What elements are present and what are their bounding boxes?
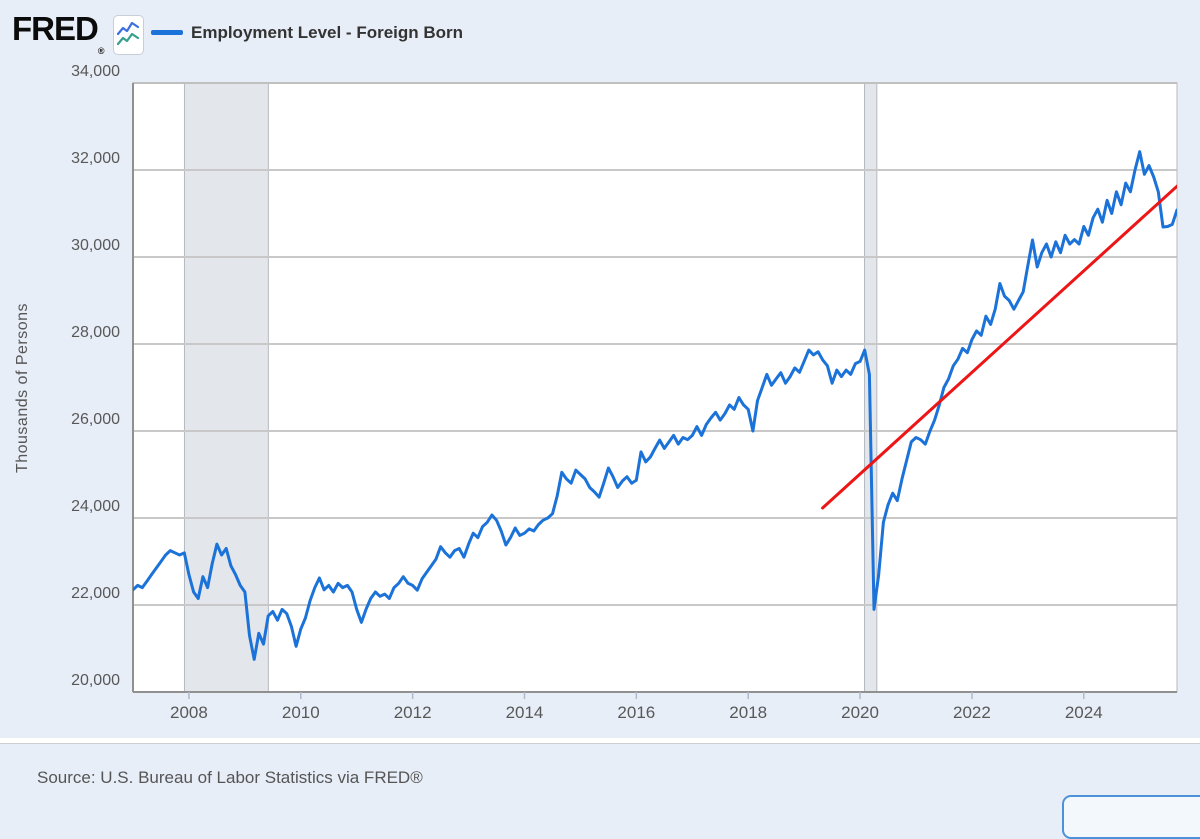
chart-header: FRED® Employment Level - Foreign Born — [0, 0, 1200, 62]
x-tick-label: 2010 — [281, 703, 320, 722]
registered-mark: ® — [97, 46, 105, 56]
y-tick-label: 24,000 — [71, 498, 120, 515]
y-tick-label: 32,000 — [71, 150, 120, 167]
x-tick-label: 2016 — [617, 703, 656, 722]
fred-logo[interactable]: FRED® — [12, 10, 104, 56]
recession-band — [184, 83, 269, 692]
x-tick-label: 2020 — [841, 703, 879, 722]
fred-logo-text: FRED — [12, 10, 99, 47]
x-tick-label: 2014 — [505, 703, 544, 722]
legend-label[interactable]: Employment Level - Foreign Born — [191, 23, 464, 42]
bottom-right-button[interactable] — [1062, 795, 1200, 839]
y-tick-label: 30,000 — [71, 237, 120, 254]
y-tick-label: 34,000 — [71, 63, 120, 80]
source-attribution: Source: U.S. Bureau of Labor Statistics … — [37, 768, 423, 787]
sparkline-icon — [117, 21, 140, 46]
y-tick-label: 28,000 — [71, 324, 120, 341]
x-tick-label: 2008 — [170, 703, 208, 722]
employment-series-line — [133, 150, 1177, 661]
footer-white-strip — [0, 738, 1200, 743]
x-tick-label: 2024 — [1064, 703, 1103, 722]
legend-line-swatch — [151, 30, 183, 35]
footer-divider — [0, 743, 1200, 744]
y-tick-label: 20,000 — [71, 672, 120, 689]
x-tick-label: 2022 — [952, 703, 991, 722]
employment-level-chart — [132, 82, 1178, 699]
fred-chart-icon[interactable] — [113, 15, 144, 55]
y-tick-label: 26,000 — [71, 411, 120, 428]
x-tick-label: 2018 — [729, 703, 768, 722]
plot-background — [133, 83, 1177, 692]
x-tick-label: 2012 — [393, 703, 432, 722]
red-trend-line — [821, 184, 1177, 510]
y-tick-label: 22,000 — [71, 585, 120, 602]
